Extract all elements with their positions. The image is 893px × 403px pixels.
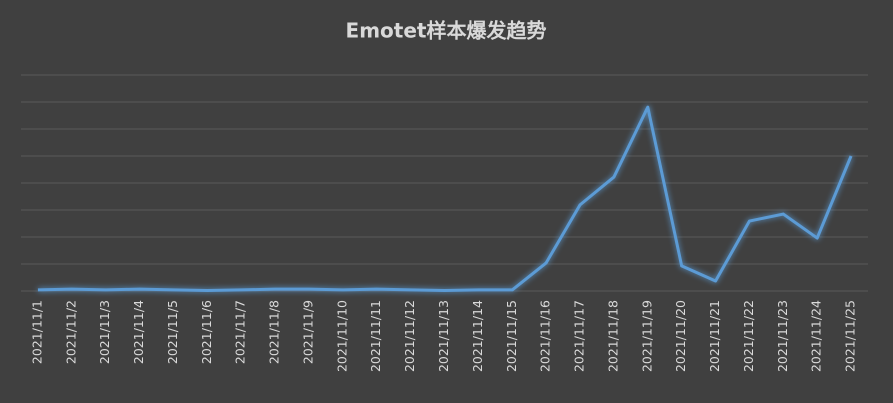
x-tick-label: 2021/11/12 (402, 300, 417, 372)
x-tick-label: 2021/11/9 (300, 300, 315, 364)
x-tick-label: 2021/11/14 (470, 300, 485, 372)
x-tick-label: 2021/11/7 (233, 300, 248, 364)
x-tick-label: 2021/11/23 (775, 300, 790, 372)
x-tick-label: 2021/11/21 (707, 300, 722, 372)
x-tick-label: 2021/11/10 (334, 300, 349, 372)
x-tick-label: 2021/11/19 (639, 300, 654, 372)
line (37, 105, 853, 292)
x-tick-label: 2021/11/16 (538, 300, 553, 372)
x-tick-label: 2021/11/1 (29, 300, 44, 364)
x-tick-label: 2021/11/11 (368, 300, 383, 372)
x-tick-label: 2021/11/13 (436, 300, 451, 372)
x-tick-label: 2021/11/17 (572, 300, 587, 372)
x-tick-label: 2021/11/4 (131, 300, 146, 364)
x-tick-label: 2021/11/20 (673, 300, 688, 372)
chart-title: Emotet样本爆发趋势 (346, 19, 547, 43)
x-tick-label: 2021/11/24 (809, 300, 824, 372)
x-tick-label: 2021/11/6 (199, 300, 214, 364)
x-tick-label: 2021/11/2 (63, 300, 78, 364)
x-tick-label: 2021/11/25 (843, 300, 858, 372)
x-tick-label: 2021/11/15 (504, 300, 519, 372)
x-tick-label: 2021/11/8 (267, 300, 282, 364)
x-tick-label: 2021/11/5 (165, 300, 180, 364)
x-tick-label: 2021/11/3 (97, 300, 112, 364)
x-tick-label: 2021/11/18 (605, 300, 620, 372)
x-tick-label: 2021/11/22 (741, 300, 756, 372)
